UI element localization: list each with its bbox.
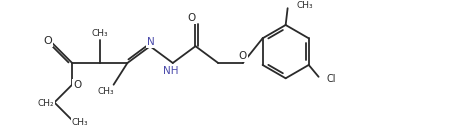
Text: O: O xyxy=(239,51,247,61)
Text: CH₃: CH₃ xyxy=(72,118,88,127)
Text: NH: NH xyxy=(163,66,179,76)
Text: CH₃: CH₃ xyxy=(296,1,313,10)
Text: Cl: Cl xyxy=(326,74,336,84)
Text: O: O xyxy=(43,36,52,46)
Text: CH₂: CH₂ xyxy=(37,99,54,108)
Text: CH₃: CH₃ xyxy=(97,87,114,96)
Text: O: O xyxy=(73,80,81,90)
Text: CH₃: CH₃ xyxy=(92,29,108,38)
Text: O: O xyxy=(188,13,196,23)
Text: N: N xyxy=(147,37,155,47)
